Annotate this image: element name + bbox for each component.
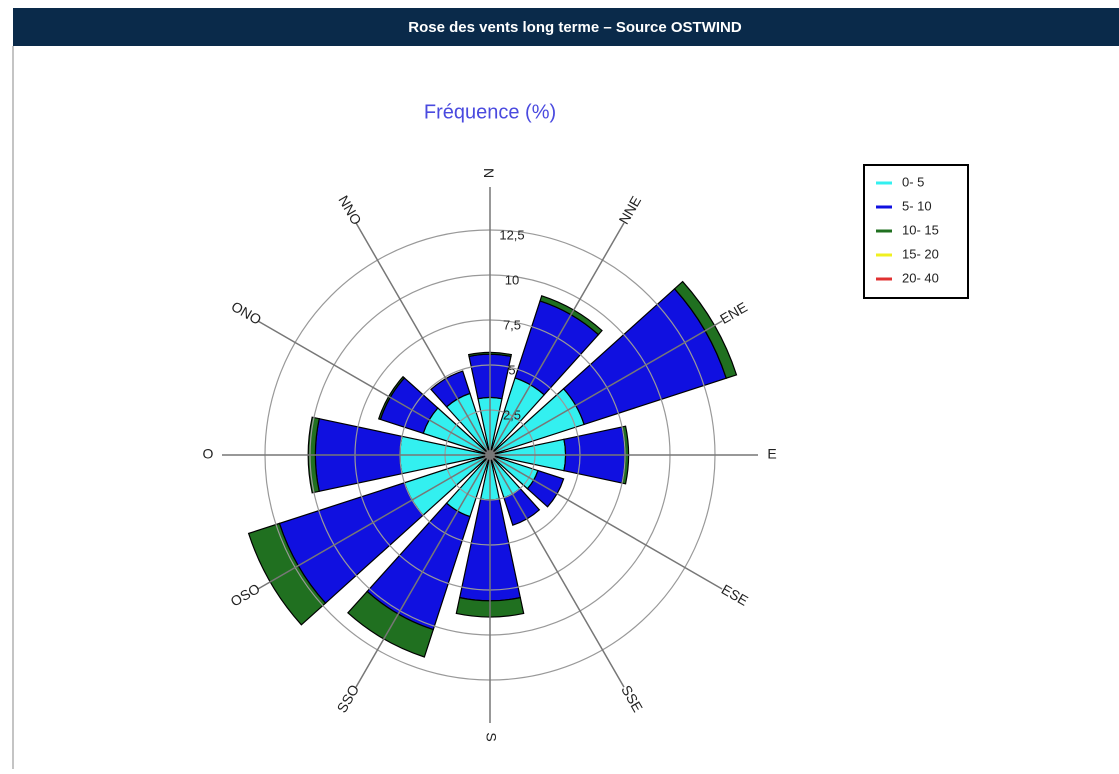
wedge-segment (347, 590, 435, 658)
direction-label: O (203, 446, 214, 462)
direction-label: ENE (717, 299, 750, 327)
direction-axis (355, 454, 491, 688)
direction-axis (355, 222, 491, 456)
legend-label: 20- 40 (902, 270, 939, 285)
r-tick-label: 12,5 (499, 227, 524, 242)
legend-label: 0- 5 (902, 174, 924, 189)
direction-label: ONO (229, 298, 265, 328)
r-tick-label: 2,5 (503, 407, 521, 422)
direction-axis (257, 454, 491, 590)
legend-label: 5- 10 (902, 198, 932, 213)
direction-axis (489, 454, 723, 590)
direction-axis (489, 222, 625, 456)
direction-axis (257, 320, 491, 456)
direction-label: E (767, 446, 776, 462)
wedge-segment (526, 469, 565, 508)
r-tick-label: 7,5 (503, 317, 521, 332)
wedge-segment (430, 370, 471, 408)
direction-label: OSO (228, 580, 263, 609)
direction-label: S (483, 732, 499, 741)
header-title: Rose des vents long terme – Source OSTWI… (408, 19, 742, 36)
wedge-segment (247, 522, 327, 626)
direction-axis (489, 320, 723, 456)
direction-label: SSE (618, 682, 646, 714)
chart-title: Fréquence (%) (424, 101, 556, 123)
direction-label: N (481, 168, 497, 178)
direction-label: NNE (616, 193, 645, 227)
direction-label: ESE (719, 581, 751, 609)
center-dot (485, 450, 495, 460)
direction-axis (489, 454, 625, 688)
direction-label: SSO (334, 682, 363, 716)
legend-label: 15- 20 (902, 246, 939, 261)
direction-label: NNO (335, 193, 364, 228)
r-tick-label: 5 (508, 362, 515, 377)
r-tick-label: 10 (505, 272, 519, 287)
wedge-segment (539, 295, 603, 336)
wedge-segment (467, 351, 513, 358)
header-bar (13, 8, 1119, 46)
legend-label: 10- 15 (902, 222, 939, 237)
